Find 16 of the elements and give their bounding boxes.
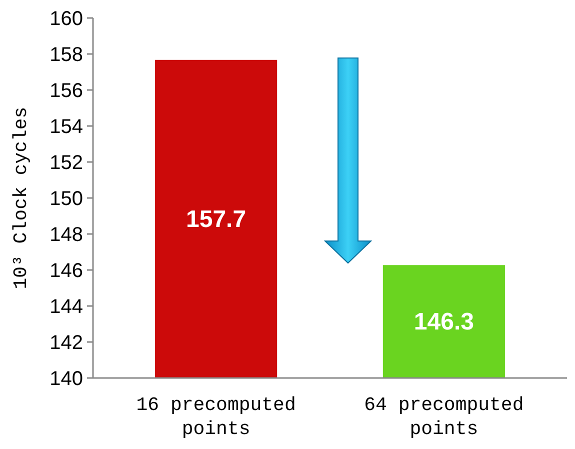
y-tick-label: 140 [50, 368, 83, 390]
data-label: 157.7 [186, 206, 246, 234]
y-tick-label: 160 [50, 8, 83, 30]
y-tick-label: 142 [50, 332, 83, 354]
y-tick-label: 158 [50, 44, 83, 66]
y-tick-label: 154 [50, 116, 83, 138]
y-tick-label: 156 [50, 80, 83, 102]
x-tick-label: 64 precomputed points [364, 394, 524, 440]
y-tick-label: 150 [50, 188, 83, 210]
y-axis-title: 10³ Clock cycles [10, 106, 32, 290]
x-tick-label: 16 precomputed points [136, 394, 296, 440]
y-tick-label: 146 [50, 260, 83, 282]
data-label: 146.3 [414, 308, 474, 336]
y-tick-label: 152 [50, 152, 83, 174]
y-tick-label: 148 [50, 224, 83, 246]
y-tick-label: 144 [50, 296, 83, 318]
